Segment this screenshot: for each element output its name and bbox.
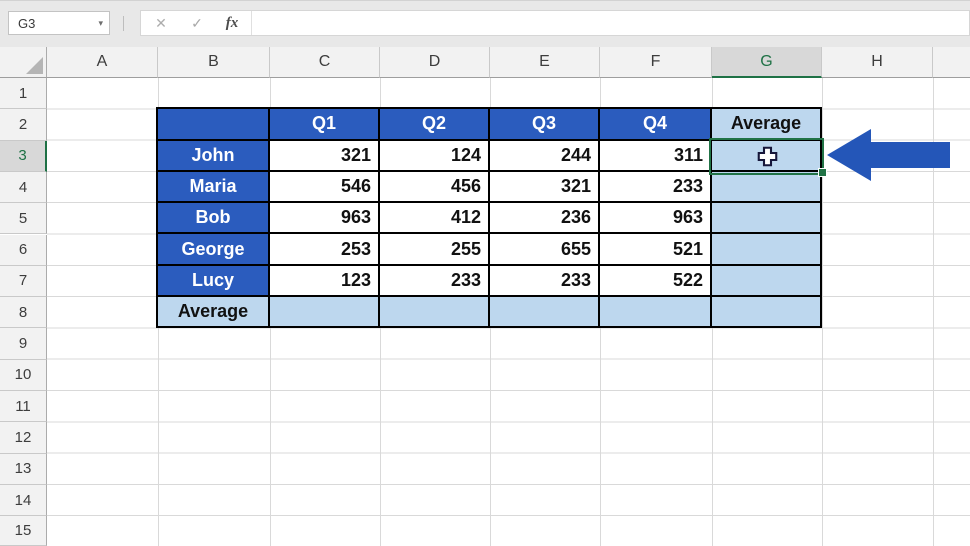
cell-G4[interactable] xyxy=(712,171,822,204)
cell-F6[interactable]: 521 xyxy=(600,234,712,266)
annotation-arrow-icon xyxy=(827,129,950,181)
cell-D5[interactable]: 412 xyxy=(380,203,490,235)
cell-D6[interactable]: 255 xyxy=(380,234,490,266)
cell-G5[interactable] xyxy=(712,203,822,235)
row-header-7[interactable]: 7 xyxy=(0,265,47,298)
cell-B7[interactable]: Lucy xyxy=(158,265,270,298)
column-header-F[interactable]: F xyxy=(600,47,712,78)
cell-B4[interactable]: Maria xyxy=(158,171,270,204)
cell-F8[interactable] xyxy=(600,297,712,329)
cell-E2[interactable]: Q3 xyxy=(490,109,600,141)
cell-cursor-icon xyxy=(757,146,778,167)
column-header-H[interactable]: H xyxy=(822,47,933,78)
cell-B5[interactable]: Bob xyxy=(158,203,270,235)
cell-G8[interactable] xyxy=(712,297,822,329)
cell-E6[interactable]: 655 xyxy=(490,234,600,266)
cell-B8[interactable]: Average xyxy=(158,297,270,329)
row-header-6[interactable]: 6 xyxy=(0,234,47,266)
cell-E5[interactable]: 236 xyxy=(490,203,600,235)
column-header-B[interactable]: B xyxy=(158,47,270,78)
gridline xyxy=(822,78,823,546)
insert-function-icon[interactable]: fx xyxy=(225,14,239,31)
cell-C2[interactable]: Q1 xyxy=(270,109,380,141)
column-header-A[interactable]: A xyxy=(47,47,158,78)
cell-C5[interactable]: 963 xyxy=(270,203,380,235)
cell-B3[interactable]: John xyxy=(158,140,270,172)
name-box-value: G3 xyxy=(18,15,36,31)
cell-B6[interactable]: George xyxy=(158,234,270,266)
row-header-3[interactable]: 3 xyxy=(0,140,47,172)
row-header-12[interactable]: 12 xyxy=(0,422,47,454)
cell-D3[interactable]: 124 xyxy=(380,140,490,172)
fill-handle[interactable] xyxy=(817,168,827,178)
enter-icon[interactable]: ✓ xyxy=(191,14,203,31)
cell-F4[interactable]: 233 xyxy=(600,171,712,204)
row-header-9[interactable]: 9 xyxy=(0,328,47,360)
row-header-15[interactable]: 15 xyxy=(0,516,47,546)
row-header-11[interactable]: 11 xyxy=(0,391,47,423)
cancel-icon[interactable]: ✕ xyxy=(155,14,167,31)
row-header-14[interactable]: 14 xyxy=(0,484,47,517)
column-header-D[interactable]: D xyxy=(380,47,490,78)
cell-E8[interactable] xyxy=(490,297,600,329)
cell-F7[interactable]: 522 xyxy=(600,265,712,298)
select-all-corner[interactable] xyxy=(0,47,47,78)
cell-C7[interactable]: 123 xyxy=(270,265,380,298)
selected-cell-border xyxy=(709,137,827,178)
formula-bar-divider xyxy=(251,11,252,35)
column-header-E[interactable]: E xyxy=(490,47,600,78)
row-header-5[interactable]: 5 xyxy=(0,203,47,235)
cell-F3[interactable]: 311 xyxy=(600,140,712,172)
cell-D8[interactable] xyxy=(380,297,490,329)
toolbar-separator xyxy=(123,16,124,31)
cell-D4[interactable]: 456 xyxy=(380,171,490,204)
cell-C6[interactable]: 253 xyxy=(270,234,380,266)
formula-bar[interactable] xyxy=(252,11,969,35)
name-box[interactable]: G3 ▾ xyxy=(8,11,110,35)
row-header-1[interactable]: 1 xyxy=(0,78,47,110)
column-header-C[interactable]: C xyxy=(270,47,380,78)
cell-B2[interactable] xyxy=(158,109,270,141)
cell-E3[interactable]: 244 xyxy=(490,140,600,172)
cell-E7[interactable]: 233 xyxy=(490,265,600,298)
cell-C3[interactable]: 321 xyxy=(270,140,380,172)
formula-toolbar: G3 ▾ ✕ ✓ fx xyxy=(0,0,970,47)
row-header-2[interactable]: 2 xyxy=(0,109,47,141)
row-header-8[interactable]: 8 xyxy=(0,297,47,329)
row-header-4[interactable]: 4 xyxy=(0,171,47,204)
cell-F2[interactable]: Q4 xyxy=(600,109,712,141)
cell-D7[interactable]: 233 xyxy=(380,265,490,298)
name-box-dropdown-icon[interactable]: ▾ xyxy=(98,17,103,28)
cell-F5[interactable]: 963 xyxy=(600,203,712,235)
column-header-G[interactable]: G xyxy=(712,47,822,78)
cell-G7[interactable] xyxy=(712,265,822,298)
cell-G6[interactable] xyxy=(712,234,822,266)
data-table: Q1 Q2 Q3 Q4 Average John 321 124 244 311… xyxy=(156,107,822,329)
cell-C8[interactable] xyxy=(270,297,380,329)
gridline xyxy=(933,78,934,546)
row-header-10[interactable]: 10 xyxy=(0,359,47,391)
cell-E4[interactable]: 321 xyxy=(490,171,600,204)
formula-bar-strip: ✕ ✓ fx xyxy=(140,10,970,36)
row-header-13[interactable]: 13 xyxy=(0,453,47,485)
cell-C4[interactable]: 546 xyxy=(270,171,380,204)
select-all-triangle-icon xyxy=(26,57,43,74)
cell-D2[interactable]: Q2 xyxy=(380,109,490,141)
cell-G2[interactable]: Average xyxy=(712,109,822,141)
